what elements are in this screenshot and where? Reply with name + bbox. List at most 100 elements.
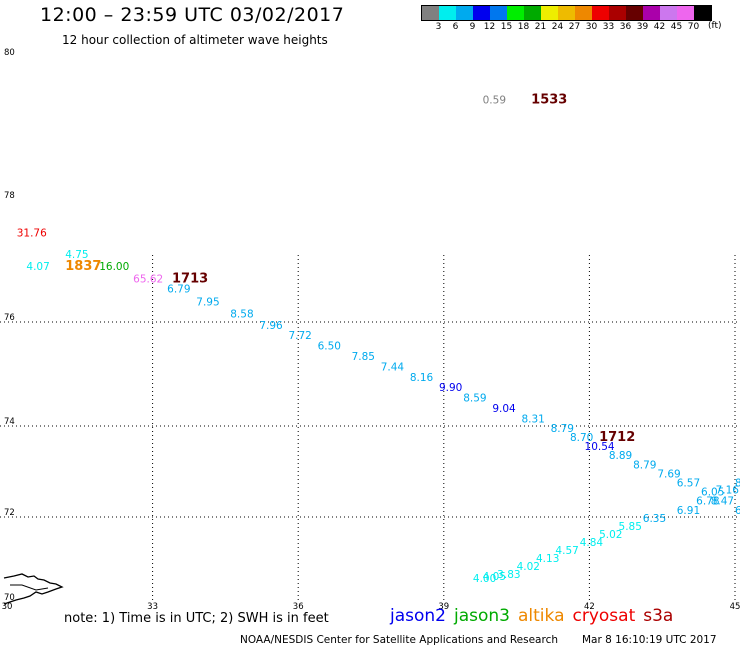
wave-height-value: 6.86: [735, 505, 740, 517]
credit-text: NOAA/NESDIS Center for Satellite Applica…: [240, 634, 558, 646]
legend-swatch: [558, 6, 575, 20]
wave-height-value: 6.91: [677, 505, 700, 517]
legend-label: 12: [483, 22, 496, 32]
longitude-label: 30: [2, 602, 13, 612]
legend-swatch: [524, 6, 541, 20]
wave-height-value: 8.31: [521, 413, 544, 425]
longitude-label: 45: [730, 602, 740, 612]
longitude-label: 36: [293, 602, 304, 612]
legend-label: 39: [636, 22, 649, 32]
legend-label: 9: [469, 22, 476, 32]
legend-swatch: [575, 6, 592, 20]
wave-height-value: 6.50: [318, 341, 341, 353]
longitude-label: 33: [147, 602, 158, 612]
wave-height-value: 6.05: [701, 487, 724, 499]
legend-label: 18: [517, 22, 530, 32]
wave-height-value: 4.75: [65, 249, 88, 261]
satellite-time-label: 1533: [531, 92, 567, 107]
legend-swatch: [626, 6, 643, 20]
legend-swatch: [507, 6, 524, 20]
wave-height-value: 8.16: [410, 372, 434, 384]
coastline-shape: [3, 573, 64, 605]
chart-subtitle: 12 hour collection of altimeter wave hei…: [62, 33, 328, 47]
legend-labels: 3 6 9 12 15 18 21 24 27 30 33 36 39 42 45 70: [421, 21, 712, 35]
legend-label: 70: [687, 22, 700, 32]
wave-height-value: 5.85: [619, 521, 642, 533]
wave-height-value: 31.76: [17, 228, 47, 240]
legend-label: 24: [551, 22, 564, 32]
wave-height-value: 4.57: [555, 545, 578, 557]
latitude-label: 80: [4, 48, 15, 58]
satellite-name-jason3: jason3: [454, 606, 510, 626]
wave-height-value: 7.44: [381, 361, 405, 373]
latitude-label: 78: [4, 191, 15, 201]
color-scale-legend: 3 6 9 12 15 18 21 24 27 30 33 36 39 42 45 70: [421, 5, 712, 35]
wave-height-value: 7.16: [716, 484, 740, 496]
legend-label: 33: [602, 22, 615, 32]
legend-swatch: [660, 6, 677, 20]
latitude-label: 74: [4, 417, 15, 427]
legend-swatch: [643, 6, 660, 20]
wave-height-value: 4.84: [580, 537, 604, 549]
generation-timestamp: Mar 8 16:10:19 UTC 2017: [582, 634, 717, 646]
wave-height-value: 6.57: [677, 478, 700, 490]
legend-swatch: [439, 6, 456, 20]
wave-height-value: 8.70: [570, 432, 593, 444]
legend-swatch: [609, 6, 626, 20]
satellite-legend: jason2 jason3 altika cryosat s3a: [390, 606, 681, 626]
longitude-label: 42: [584, 602, 595, 612]
satellite-name-s3a: s3a: [643, 606, 674, 626]
legend-label: 27: [568, 22, 581, 32]
wave-height-value: 6.78: [696, 496, 719, 508]
legend-swatch: [694, 6, 711, 20]
wave-height-value: 6.35: [643, 513, 666, 525]
wave-height-value: 10.54: [585, 441, 615, 453]
legend-label: 45: [670, 22, 683, 32]
longitude-label: 39: [438, 602, 449, 612]
legend-swatches: [421, 5, 712, 21]
legend-label: 3: [435, 22, 442, 32]
wave-height-value: 8.13: [735, 478, 740, 490]
wave-height-value: 7.69: [657, 468, 680, 480]
legend-swatch: [473, 6, 490, 20]
legend-swatch: [541, 6, 558, 20]
wave-height-value: 4.07: [26, 261, 49, 273]
wave-height-value: 65.62: [133, 273, 163, 285]
wave-height-value: 8.89: [609, 450, 632, 462]
satellite-time-label: 1713: [172, 271, 208, 286]
legend-swatch: [592, 6, 609, 20]
wave-height-value: 6.79: [167, 284, 190, 296]
chart-title: 12:00 – 23:59 UTC 03/02/2017: [40, 4, 345, 26]
latitude-label: 70: [4, 593, 15, 603]
wave-height-value: 4.05: [483, 571, 506, 583]
wave-height-value: 7.72: [288, 330, 311, 342]
latitude-label: 72: [4, 508, 15, 518]
satellite-name-jason2: jason2: [390, 606, 446, 626]
wave-height-value: 8.47: [711, 496, 734, 508]
legend-label: 36: [619, 22, 632, 32]
legend-label: 30: [585, 22, 598, 32]
legend-swatch: [677, 6, 694, 20]
wave-height-value: 9.04: [492, 403, 516, 415]
legend-swatch: [490, 6, 507, 20]
legend-label: 42: [653, 22, 666, 32]
legend-unit-label: (ft): [708, 21, 722, 31]
wave-height-value: 4.00: [473, 573, 496, 585]
legend-label: 6: [452, 22, 459, 32]
satellite-name-cryosat: cryosat: [572, 606, 636, 626]
wave-height-value: 8.58: [230, 309, 253, 321]
wave-height-value: 3.83: [497, 569, 520, 581]
satellite-name-altika: altika: [518, 606, 565, 626]
lat-lon-grid: [0, 255, 740, 603]
wave-height-value: 16.00: [99, 261, 129, 273]
wave-height-value: 8.79: [633, 459, 656, 471]
footer-note: note: 1) Time is in UTC; 2) SWH is in fe…: [64, 611, 329, 626]
wave-height-value: 7.96: [259, 320, 283, 332]
wave-height-value: 4.02: [517, 561, 540, 573]
wave-height-value: 0.59: [483, 94, 506, 106]
latitude-label: 76: [4, 313, 15, 323]
wave-height-value: 8.79: [551, 423, 574, 435]
wave-height-value: 4.13: [536, 553, 559, 565]
